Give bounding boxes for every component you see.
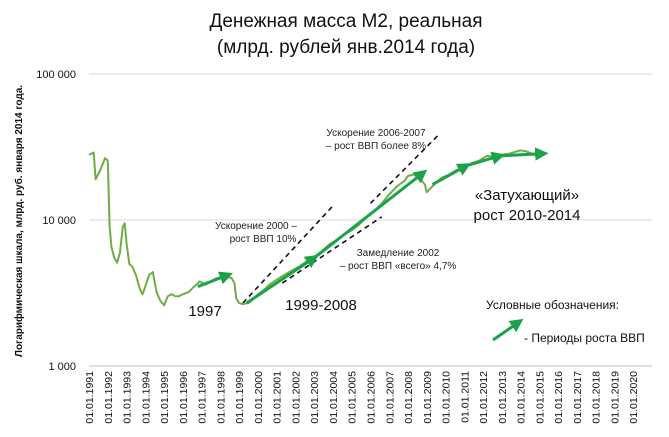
annotation-accel-2006-line2: – рост ВВП более 8% [326,140,426,152]
x-tick-label: 01.01.2014 [516,371,528,424]
x-tick-label: 01.01.2018 [591,371,603,424]
annotation-fading-line1: «Затухающий» [475,187,579,204]
x-tick-label: 01.01.2003 [309,371,321,424]
chart-title-line2: (млрд. рублей янв.2014 года) [217,37,475,58]
x-tick-label: 01.01.2017 [572,371,584,424]
y-tick-label: 100 000 [36,69,76,81]
x-tick-label: 01.01.1998 [215,371,227,424]
x-tick-label: 01.01.1997 [197,371,209,424]
annotation-accel-2000-line1: Ускорение 2000 – [215,221,297,232]
gridlines [89,73,652,221]
chart-title-line1: Денежная масса М2, реальная [209,11,482,32]
x-tick-label: 01.01.2020 [628,371,640,424]
y-tick-label: 1 000 [48,361,76,373]
x-tick-label: 01.01.1993 [122,371,134,424]
x-tick-label: 01.01.2004 [328,371,340,424]
annotation-fading-line2: рост 2010-2014 [474,207,581,224]
y-tick-labels: 1 000 10 000 100 000 [36,69,76,373]
annotation-accel-2000-line2: рост ВВП 10% [230,234,297,245]
growth-arrows [197,147,549,305]
trend-line [281,216,383,284]
legend-title: Условные обозначения: [486,298,619,312]
x-tick-label: 01.01.2000 [253,371,265,424]
x-tick-label: 01.01.2001 [272,371,284,424]
annotation-accel-2006-line1: Ускорение 2006-2007 [326,128,426,139]
trend-line [242,205,334,304]
growth-arrow [197,271,233,288]
x-tick-label: 01.01.2009 [422,371,434,424]
annotation-slow-2002-line1: Замедление 2002 [357,248,440,259]
x-tick-label: 01.01.1994 [140,371,152,424]
x-tick-label: 01.01.1999 [234,371,246,424]
x-tick-label: 01.01.2013 [497,371,509,424]
x-tick-labels: 01.01.1991 01.01.1992 01.01.1993 01.01.1994… [84,371,640,424]
x-tick-label: 01.01.1995 [159,371,171,424]
growth-arrow [313,169,428,260]
annotation-1997: 1997 [188,303,221,320]
x-tick-label: 01.01.2019 [609,371,621,424]
x-tick-label: 01.01.2007 [384,371,396,424]
x-tick-label: 01.01.1996 [178,371,190,424]
growth-arrow [499,147,549,161]
y-axis-label: Логарифмическая шкала, млрд. руб. января… [13,85,25,357]
series-layer [88,149,540,307]
legend-item-label: - Периоды роста ВВП [524,331,645,345]
x-tick-label: 01.01.2011 [459,371,471,423]
x-tick-label: 01.01.1992 [103,371,115,424]
growth-arrow [465,151,506,168]
annotation-1999-2008: 1999-2008 [285,297,357,314]
x-tick-label: 01.01.2015 [534,371,546,424]
growth-arrow [245,254,319,305]
x-tick-label: 01.01.2012 [478,371,490,424]
trend-lines [242,134,439,304]
annotation-slow-2002-line2: – рост ВВП «всего» 4,7% [340,261,457,272]
x-tick-label: 01.01.2016 [553,371,565,424]
x-tick-label: 01.01.2010 [441,371,453,424]
legend-arrow-icon [492,318,524,342]
trend-line [369,134,439,204]
x-tick-label: 01.01.2002 [290,371,302,424]
x-tick-label: 01.01.1991 [84,371,96,424]
x-tick-label: 01.01.2008 [403,371,415,424]
legend: Условные обозначения: - Периоды роста ВВ… [486,298,645,345]
series-line-m2 [88,149,540,307]
growth-arrow [431,163,471,186]
x-tick-label: 01.01.2006 [366,371,378,424]
x-tick-label: 01.01.2005 [347,371,359,424]
y-tick-label: 10 000 [42,215,76,227]
